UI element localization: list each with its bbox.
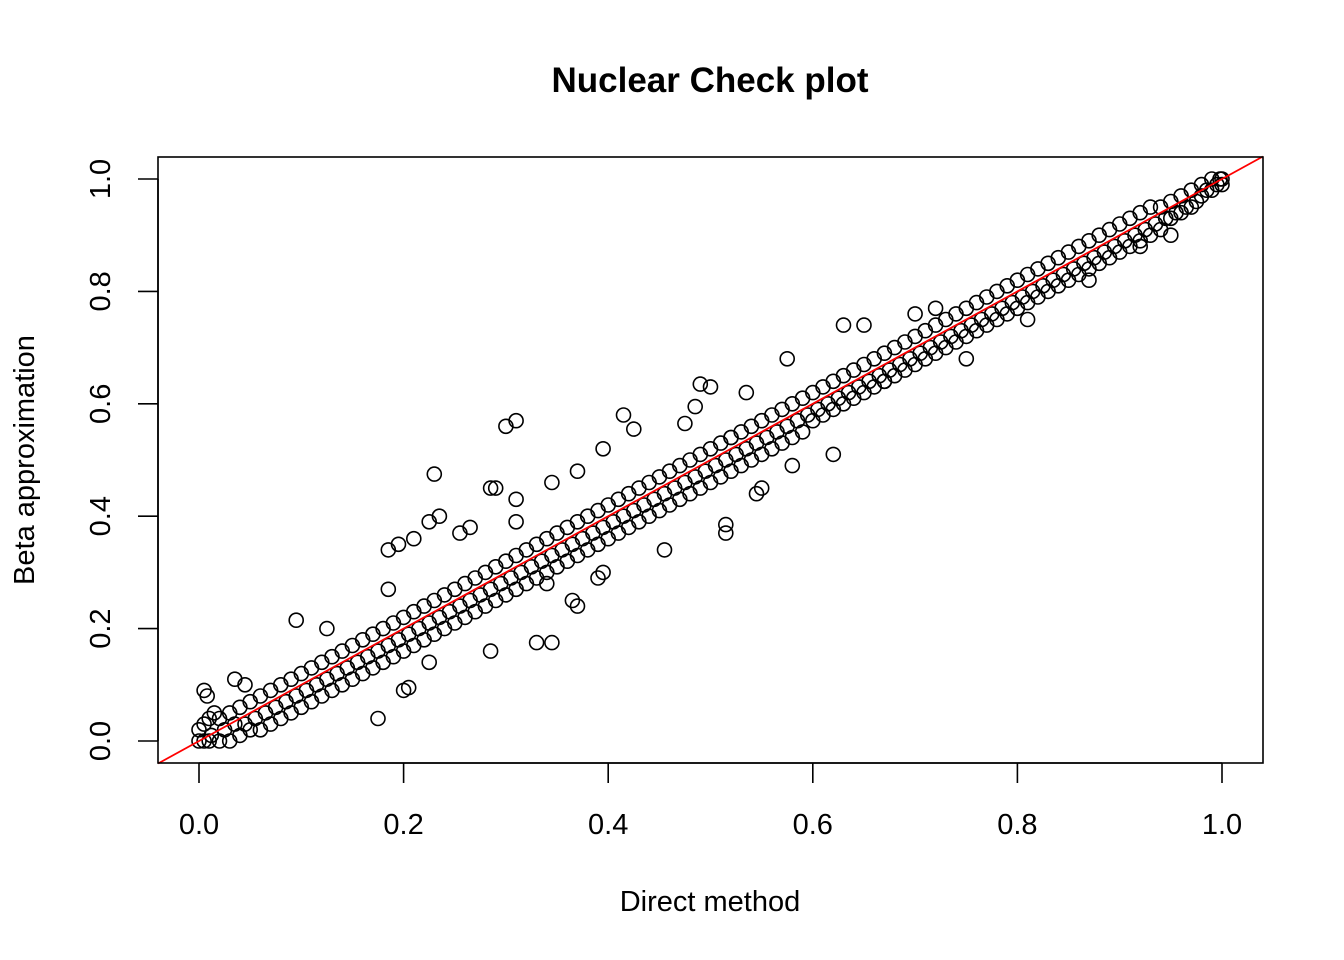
data-point: [203, 727, 220, 744]
data-point: [717, 516, 734, 533]
data-point: [544, 474, 560, 491]
data-point: [784, 457, 801, 474]
y-tick-label: 0.8: [85, 271, 117, 311]
data-point: [380, 581, 397, 598]
data-point: [528, 634, 545, 651]
x-axis: 0.0 0.2 0.4 0.6 0.8 1.0: [179, 762, 1242, 841]
data-point: [199, 688, 215, 704]
data-point: [1188, 193, 1205, 210]
data-point: [544, 634, 560, 651]
data-point: [590, 570, 606, 586]
data-point: [569, 598, 586, 614]
data-point: [487, 480, 504, 496]
data-point: [779, 350, 796, 367]
data-point: [748, 485, 765, 502]
y-tick-label: 1.0: [85, 159, 117, 199]
data-points: [191, 171, 1230, 749]
data-point: [206, 705, 223, 721]
data-point: [615, 407, 632, 423]
y-tick-label: 0.4: [85, 496, 117, 536]
data-point: [196, 716, 212, 732]
reference-line: [157, 155, 1264, 765]
data-point: [1142, 199, 1159, 215]
data-point: [319, 620, 335, 637]
data-point: [288, 612, 305, 629]
data-point: [958, 350, 975, 367]
data-point: [825, 446, 842, 463]
data-point: [794, 424, 811, 440]
data-point: [1212, 171, 1228, 187]
data-point: [390, 536, 407, 553]
data-point: [927, 300, 944, 317]
data-point: [835, 317, 852, 333]
x-tick-label: 0.2: [383, 809, 423, 841]
data-point: [717, 525, 734, 541]
data-point: [508, 491, 524, 508]
data-point: [656, 542, 673, 558]
data-point: [508, 412, 524, 429]
y-axis: 0.0 0.2 0.4 0.6 0.8 1.0: [85, 159, 159, 761]
data-point: [907, 306, 923, 322]
data-point: [462, 519, 478, 536]
data-point: [237, 676, 253, 693]
data-point: [482, 480, 499, 496]
data-point: [564, 592, 581, 609]
data-point: [421, 654, 438, 671]
data-point: [692, 376, 709, 392]
data-point: [595, 564, 611, 581]
x-tick-label: 0.6: [793, 809, 833, 841]
data-point: [482, 643, 499, 659]
data-point: [625, 421, 642, 437]
data-point: [723, 429, 739, 446]
data-point: [201, 710, 217, 727]
data-point: [426, 466, 443, 482]
data-point: [1183, 199, 1200, 215]
chart-title: Nuclear Check plot: [551, 61, 868, 100]
y-tick-label: 0.2: [85, 608, 117, 648]
data-point: [400, 679, 417, 696]
data-point: [738, 384, 755, 401]
data-point: [1019, 311, 1036, 328]
data-point: [753, 480, 770, 496]
y-axis-label: Beta approximation: [9, 335, 41, 585]
data-point: [1081, 272, 1097, 289]
data-point: [508, 513, 524, 530]
data-point: [405, 530, 422, 547]
data-point: [1132, 238, 1148, 255]
data-point: [876, 373, 893, 390]
y-tick-label: 0.6: [85, 384, 117, 424]
y-tick-label: 0.0: [85, 721, 117, 761]
x-tick-label: 0.0: [179, 809, 219, 841]
data-point: [856, 317, 872, 333]
x-tick-label: 1.0: [1202, 809, 1242, 841]
data-point: [687, 398, 704, 415]
x-tick-label: 0.8: [997, 809, 1037, 841]
data-point: [569, 463, 586, 480]
x-tick-label: 0.4: [588, 809, 628, 841]
data-point: [677, 415, 693, 432]
data-point: [1163, 227, 1179, 243]
data-point: [431, 508, 448, 525]
x-axis-label: Direct method: [620, 886, 801, 918]
data-point: [538, 575, 555, 592]
data-point: [595, 440, 611, 457]
data-point: [370, 710, 386, 727]
data-point: [702, 379, 719, 395]
